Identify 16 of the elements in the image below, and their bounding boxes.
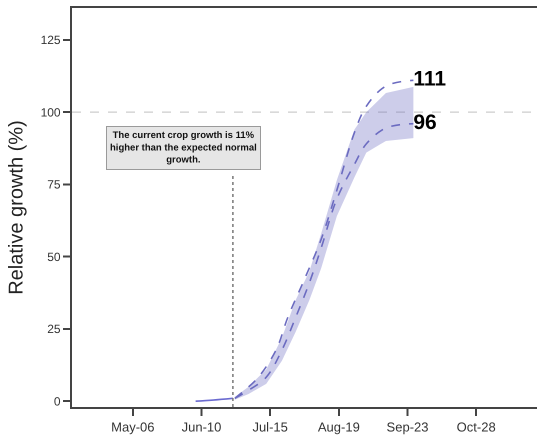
y-tick-label: 0	[54, 394, 61, 408]
ref-line-label: The current crop growth is 11% higher than the expected normal growth.	[110, 130, 257, 166]
y-tick-label: 125	[40, 33, 61, 47]
data-label: 96	[413, 110, 437, 134]
y-tick-label: 100	[40, 105, 61, 120]
x-tick-label: May-06	[111, 420, 154, 435]
y-tick-label: 50	[47, 250, 61, 264]
x-tick-label: Oct-28	[456, 420, 496, 435]
x-tick-label: Jun-10	[182, 420, 222, 435]
y-tick-label: 75	[47, 178, 61, 192]
y-tick-label: 25	[47, 322, 61, 336]
x-tick-label: Sep-23	[386, 420, 428, 435]
x-tick-label: Jul-15	[252, 420, 288, 435]
data-label: 111	[413, 68, 446, 91]
y-axis-title: Relative growth (%)	[6, 120, 28, 295]
x-tick-label: Aug-19	[318, 420, 360, 435]
